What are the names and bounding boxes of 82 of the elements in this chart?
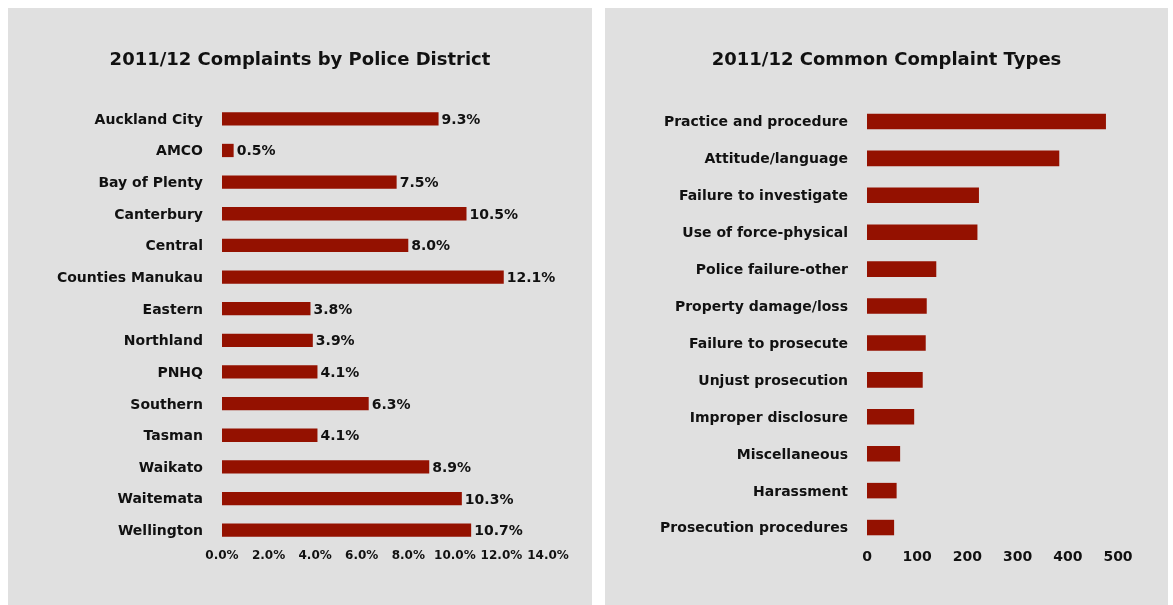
y-tick-label: PNHQ [157, 363, 204, 380]
chart-title: 2011/12 Common Complaint Types [711, 48, 1062, 70]
x-tick-label: 8.0% [391, 548, 425, 562]
y-tick-label: Improper disclosure [689, 408, 848, 425]
data-label: 10.5% [469, 205, 519, 222]
y-tick-label: Attitude/language [704, 150, 848, 167]
y-tick-label: Auckland City [94, 110, 203, 127]
y-tick-label: Waitemata [117, 490, 203, 507]
bar [222, 302, 311, 316]
bar [222, 428, 318, 442]
y-tick-label: Miscellaneous [736, 445, 848, 462]
bar [867, 187, 979, 204]
y-tick-label: Tasman [143, 427, 203, 444]
data-label: 3.8% [313, 300, 353, 317]
bar [867, 261, 937, 277]
bar [222, 175, 397, 189]
bar [222, 143, 234, 158]
x-tick-label: 6.0% [345, 548, 379, 562]
bar [867, 482, 897, 499]
y-tick-label: Failure to prosecute [688, 334, 848, 351]
bar [867, 519, 895, 536]
bar [222, 491, 462, 506]
bar [867, 298, 927, 314]
bar [222, 460, 430, 474]
data-label: 8.9% [432, 458, 472, 475]
data-label: 7.5% [399, 174, 439, 191]
data-label: 12.1% [506, 269, 556, 286]
data-label: 4.1% [320, 363, 360, 380]
x-tick-label: 0 [862, 548, 873, 564]
data-label: 10.3% [464, 490, 514, 507]
data-label: 6.3% [371, 395, 411, 412]
bar [867, 372, 923, 388]
x-tick-label: 12.0% [480, 548, 523, 562]
y-tick-label: Canterbury [114, 205, 203, 222]
x-tick-label: 200 [952, 548, 983, 564]
data-label: 8.0% [411, 237, 451, 254]
y-tick-label: Waikato [138, 458, 204, 475]
y-tick-label: Southern [130, 395, 203, 412]
x-tick-label: 0.0% [205, 548, 239, 562]
data-label: 4.1% [320, 427, 360, 444]
data-label: 10.7% [474, 522, 523, 539]
data-label: 0.5% [236, 142, 276, 159]
y-tick-label: Counties Manukau [56, 268, 203, 285]
bar [222, 365, 318, 379]
y-tick-label: Wellington [117, 522, 203, 539]
x-tick-label: 400 [1053, 548, 1083, 564]
chart-title: 2011/12 Complaints by Police District [109, 48, 491, 70]
y-tick-label: Harassment [753, 482, 849, 499]
y-tick-label: Property damage/loss [674, 297, 848, 314]
x-tick-label: 100 [902, 548, 933, 564]
x-tick-label: 500 [1103, 548, 1133, 564]
y-tick-label: Eastern [142, 300, 203, 317]
y-tick-label: Unjust prosecution [698, 371, 848, 388]
y-tick-label: Failure to investigate [678, 187, 848, 204]
x-tick-label: 10.0% [434, 548, 476, 562]
x-tick-label: 300 [1002, 548, 1033, 564]
bar [222, 523, 472, 537]
bar [222, 112, 439, 126]
y-tick-label: Use of force-physical [682, 224, 848, 241]
y-tick-label: Prosecution procedures [660, 519, 848, 536]
bar [867, 224, 978, 240]
bar [222, 270, 504, 284]
bar [222, 207, 467, 221]
y-tick-label: AMCO [156, 142, 204, 159]
bar [867, 409, 915, 425]
bar [222, 396, 369, 411]
data-label: 9.3% [441, 110, 481, 127]
y-tick-label: Police failure-other [695, 261, 849, 278]
bar [222, 333, 313, 347]
y-tick-label: Bay of Plenty [98, 174, 203, 191]
x-tick-label: 14.0% [527, 548, 569, 562]
y-tick-label: Central [145, 237, 203, 254]
y-tick-label: Northland [123, 332, 203, 349]
bar [867, 335, 926, 351]
data-label: 3.9% [315, 332, 355, 349]
y-tick-label: Practice and procedure [663, 113, 848, 130]
x-tick-label: 4.0% [298, 548, 332, 562]
bar [222, 238, 409, 253]
bar [867, 150, 1060, 167]
bar [867, 445, 901, 462]
x-tick-label: 2.0% [251, 548, 286, 562]
bar [867, 113, 1106, 130]
